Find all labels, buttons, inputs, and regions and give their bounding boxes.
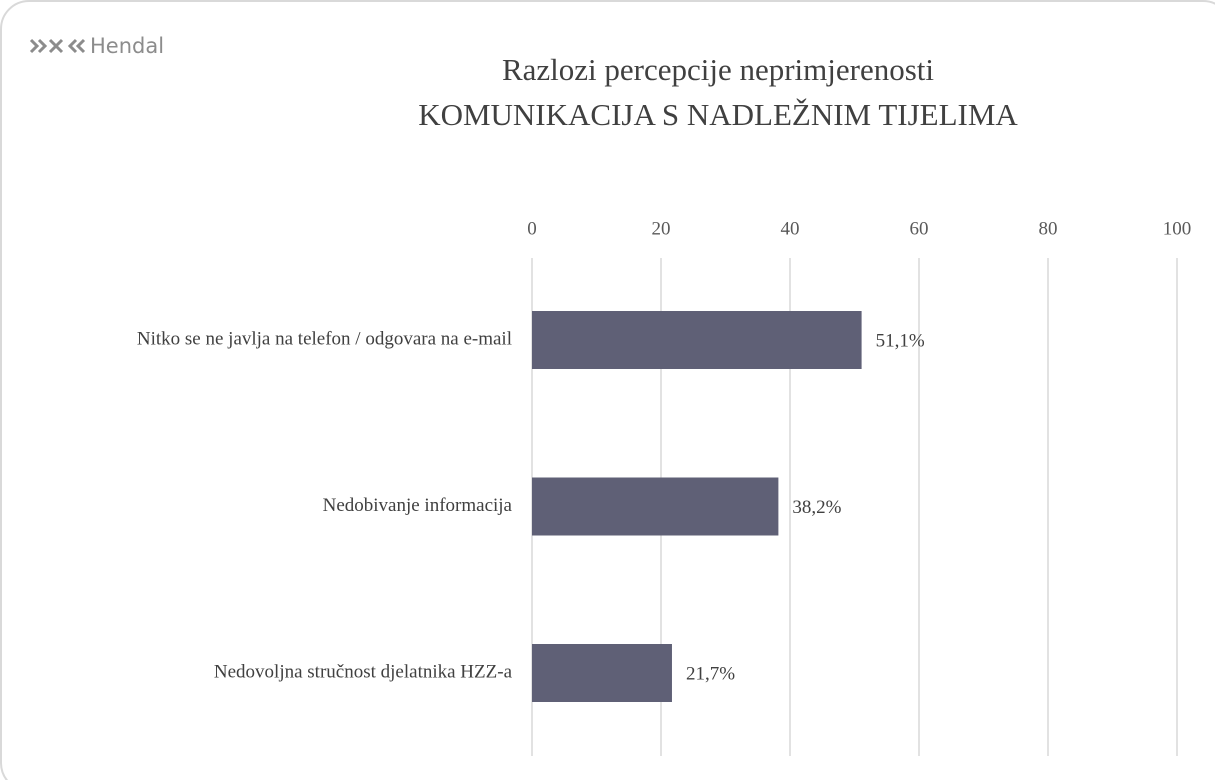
data-label: 38,2% <box>792 497 841 518</box>
chart-title: Razlozi percepcije neprimjerenosti <box>502 52 934 87</box>
x-tick-label: 20 <box>652 218 671 239</box>
x-tick-label: 100 <box>1163 218 1192 239</box>
data-label: 21,7% <box>686 663 735 684</box>
category-label: Nedovoljna stručnost djelatnika HZZ-a <box>214 661 513 682</box>
x-tick-label: 40 <box>781 218 800 239</box>
chart-title: KOMUNIKACIJA S NADLEŽNIM TIJELIMA <box>418 97 1018 132</box>
category-label: Nitko se ne javlja na telefon / odgovara… <box>137 328 512 349</box>
logo-text: Hendal <box>90 34 164 58</box>
category-label: Nedobivanje informacija <box>323 495 513 516</box>
x-tick-label: 60 <box>910 218 929 239</box>
bar <box>532 644 672 702</box>
bar <box>532 477 779 536</box>
bar <box>532 311 862 369</box>
data-label: 51,1% <box>876 330 925 351</box>
x-tick-label: 0 <box>527 218 537 239</box>
logo-icon <box>29 38 86 54</box>
x-tick-label: 80 <box>1039 218 1058 239</box>
